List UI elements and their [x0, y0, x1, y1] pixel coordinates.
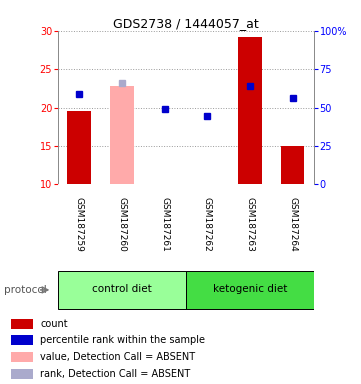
Bar	[11, 369, 33, 379]
Text: rank, Detection Call = ABSENT: rank, Detection Call = ABSENT	[40, 369, 190, 379]
Bar	[110, 86, 134, 184]
Bar	[11, 319, 33, 329]
Bar	[238, 37, 262, 184]
Text: GSM187259: GSM187259	[75, 197, 84, 252]
Text: GSM187263: GSM187263	[245, 197, 255, 252]
Bar	[186, 271, 314, 309]
Bar	[58, 271, 186, 309]
Text: control diet: control diet	[92, 284, 152, 294]
Bar	[11, 336, 33, 345]
Text: GSM187261: GSM187261	[160, 197, 169, 252]
Text: ketogenic diet: ketogenic diet	[213, 284, 287, 294]
Text: GSM187260: GSM187260	[117, 197, 126, 252]
Bar	[11, 352, 33, 362]
Text: count: count	[40, 319, 68, 329]
Text: GSM187264: GSM187264	[288, 197, 297, 252]
Text: value, Detection Call = ABSENT: value, Detection Call = ABSENT	[40, 352, 195, 362]
Text: percentile rank within the sample: percentile rank within the sample	[40, 335, 205, 345]
Text: protocol: protocol	[4, 285, 46, 295]
Bar	[68, 111, 91, 184]
Title: GDS2738 / 1444057_at: GDS2738 / 1444057_at	[113, 17, 259, 30]
Bar	[281, 146, 304, 184]
Text: GSM187262: GSM187262	[203, 197, 212, 252]
